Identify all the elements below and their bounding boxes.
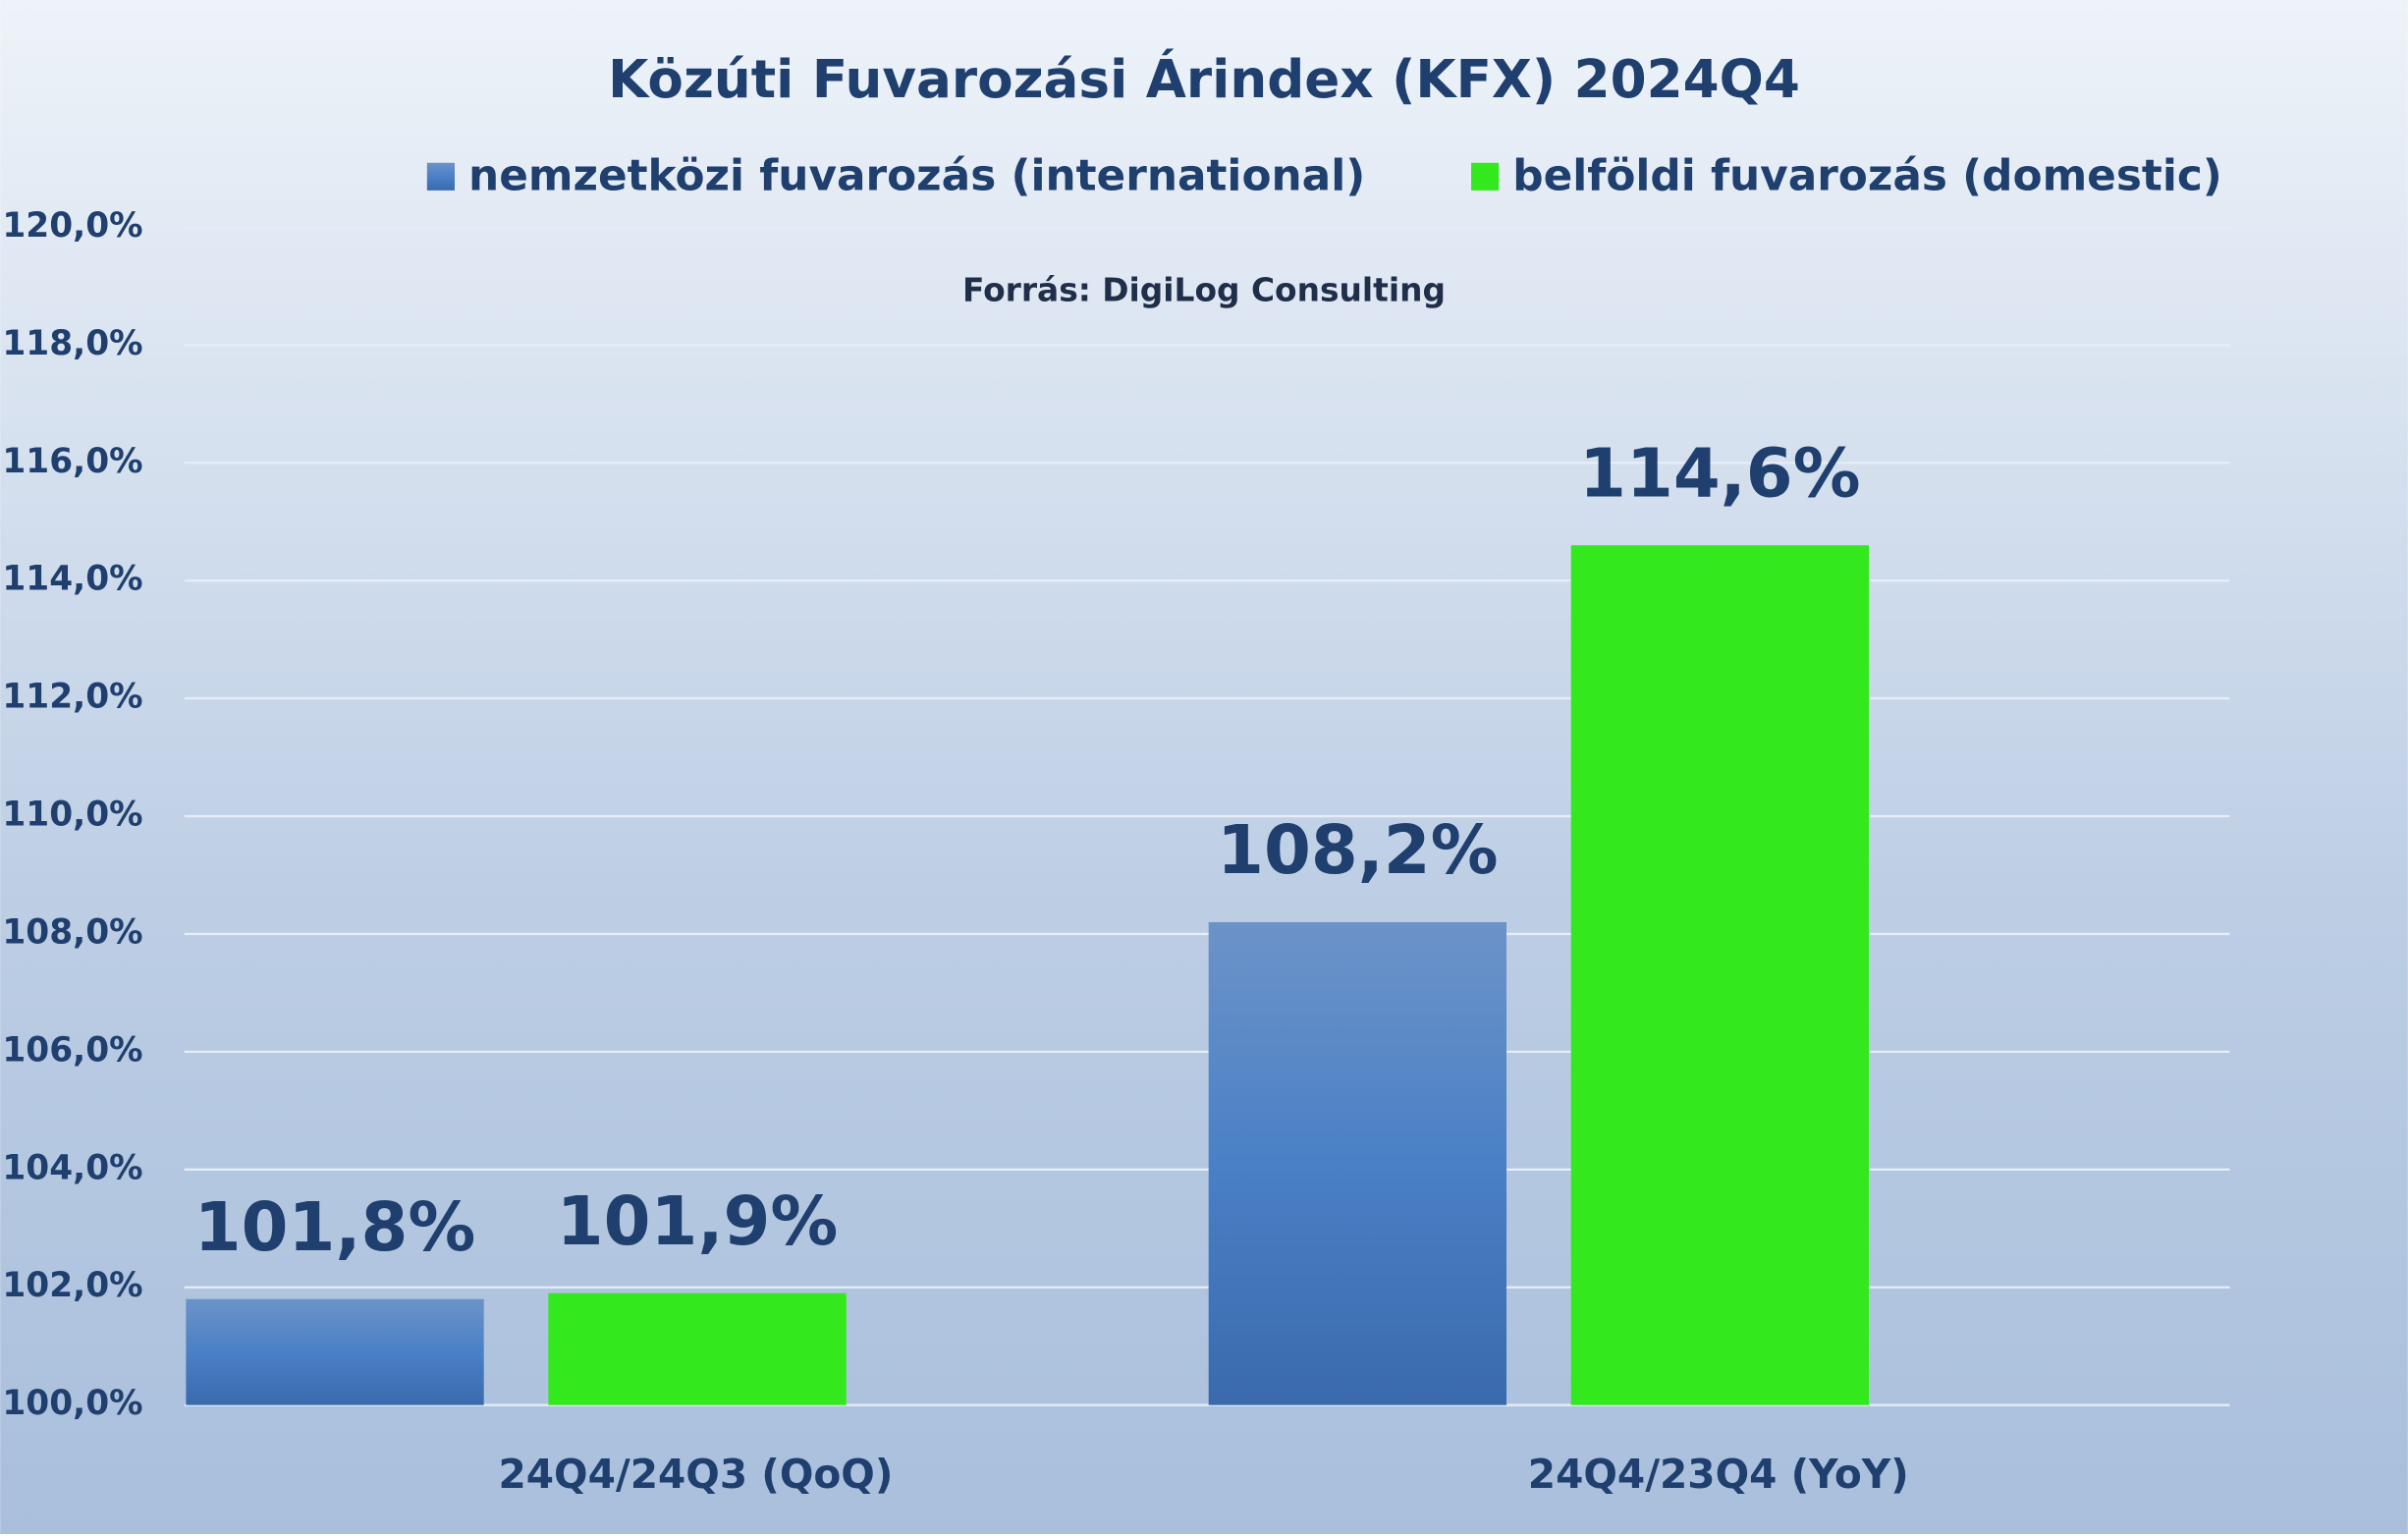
data-label: 101,9% bbox=[557, 1182, 838, 1261]
data-label: 101,8% bbox=[194, 1188, 475, 1267]
data-label: 108,2% bbox=[1217, 811, 1498, 890]
legend-label: belföldi fuvarozás (domestic) bbox=[1512, 150, 2222, 200]
y-tick-label: 110,0% bbox=[2, 796, 142, 835]
x-tick-label: 24Q4/23Q4 (YoY) bbox=[1528, 1451, 1909, 1498]
legend-swatch bbox=[426, 162, 455, 191]
x-tick-label: 24Q4/24Q3 (QoQ) bbox=[498, 1451, 893, 1498]
legend-swatch bbox=[1471, 162, 1500, 191]
chart-title: Közúti Fuvarozási Árindex (KFX) 2024Q4 bbox=[608, 48, 1800, 110]
bar bbox=[548, 1292, 847, 1405]
y-tick-label: 100,0% bbox=[2, 1384, 142, 1423]
y-tick-label: 120,0% bbox=[2, 206, 142, 246]
bar bbox=[186, 1298, 484, 1405]
bar bbox=[1208, 921, 1507, 1405]
data-label: 114,6% bbox=[1579, 434, 1860, 513]
y-tick-label: 118,0% bbox=[2, 324, 142, 363]
legend-label: nemzetközi fuvarozás (international) bbox=[468, 150, 1365, 200]
y-tick-label: 102,0% bbox=[2, 1266, 142, 1305]
y-tick-label: 108,0% bbox=[2, 912, 142, 952]
y-tick-label: 106,0% bbox=[2, 1030, 142, 1070]
y-tick-label: 116,0% bbox=[2, 442, 142, 481]
y-tick-label: 112,0% bbox=[2, 678, 142, 717]
y-tick-label: 104,0% bbox=[2, 1148, 142, 1187]
y-tick-label: 114,0% bbox=[2, 560, 142, 599]
bar bbox=[1570, 545, 1870, 1405]
chart-subtitle: Forrás: DigiLog Consulting bbox=[962, 272, 1446, 309]
